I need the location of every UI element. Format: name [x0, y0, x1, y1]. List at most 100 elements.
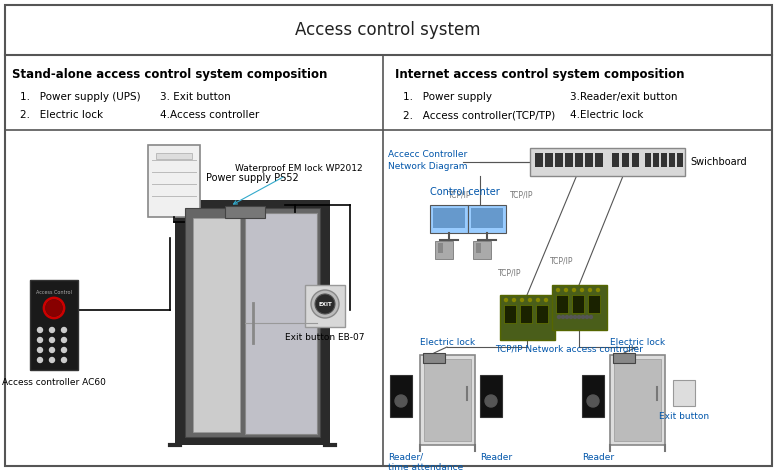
- Circle shape: [50, 338, 54, 342]
- Text: Waterproof EM lock WP2012: Waterproof EM lock WP2012: [234, 164, 363, 204]
- Text: 3.Reader/exit button: 3.Reader/exit button: [570, 92, 678, 102]
- Bar: [420, 355, 475, 445]
- Bar: [673, 380, 695, 406]
- Circle shape: [50, 357, 54, 363]
- Bar: [588, 295, 600, 313]
- Text: Reader: Reader: [480, 453, 512, 462]
- Circle shape: [587, 395, 599, 407]
- Text: 1.   Power supply: 1. Power supply: [403, 92, 492, 102]
- Circle shape: [37, 338, 43, 342]
- Text: 4.Electric lock: 4.Electric lock: [570, 110, 643, 120]
- Circle shape: [588, 289, 591, 292]
- Text: TCP/IP Network access controller: TCP/IP Network access controller: [495, 345, 643, 354]
- Text: Reader: Reader: [582, 453, 614, 462]
- Bar: [653, 153, 659, 167]
- Bar: [390, 375, 412, 417]
- Text: 2.   Access controller(TCP/TP): 2. Access controller(TCP/TP): [403, 110, 556, 120]
- Bar: [669, 153, 675, 167]
- Text: TCP/IP: TCP/IP: [550, 256, 573, 265]
- Circle shape: [536, 299, 539, 301]
- Bar: [471, 208, 503, 228]
- Bar: [622, 153, 629, 167]
- Circle shape: [570, 316, 573, 318]
- Bar: [193, 218, 240, 432]
- Circle shape: [586, 316, 588, 318]
- Bar: [545, 153, 553, 167]
- Bar: [305, 285, 345, 327]
- Bar: [435, 241, 453, 259]
- Text: 2.   Electric lock: 2. Electric lock: [20, 110, 103, 120]
- Text: Network Diagram: Network Diagram: [388, 162, 468, 171]
- Circle shape: [577, 316, 580, 318]
- Circle shape: [37, 357, 43, 363]
- Bar: [30, 280, 78, 370]
- Circle shape: [581, 316, 584, 318]
- Circle shape: [573, 289, 576, 292]
- Text: Exit button EB-07: Exit button EB-07: [285, 333, 364, 342]
- Bar: [613, 353, 635, 363]
- Text: Access Control: Access Control: [36, 290, 72, 295]
- Bar: [504, 305, 516, 323]
- Bar: [520, 305, 532, 323]
- Circle shape: [50, 348, 54, 352]
- Text: TCP/IP: TCP/IP: [510, 190, 534, 199]
- Circle shape: [504, 299, 507, 301]
- Circle shape: [485, 395, 497, 407]
- Bar: [552, 285, 607, 330]
- Circle shape: [315, 294, 335, 314]
- Bar: [433, 208, 465, 228]
- Text: time attendance: time attendance: [388, 463, 463, 471]
- Text: TCP/IP: TCP/IP: [498, 268, 521, 277]
- Bar: [430, 205, 468, 233]
- Circle shape: [580, 289, 584, 292]
- Bar: [556, 295, 568, 313]
- Bar: [595, 153, 603, 167]
- Circle shape: [565, 289, 567, 292]
- Bar: [610, 355, 665, 445]
- Bar: [423, 353, 445, 363]
- Text: Internet access control system composition: Internet access control system compositi…: [395, 68, 685, 81]
- Bar: [645, 153, 651, 167]
- Bar: [582, 375, 604, 417]
- Bar: [473, 241, 491, 259]
- Bar: [536, 305, 548, 323]
- Circle shape: [513, 299, 515, 301]
- Bar: [480, 375, 502, 417]
- Circle shape: [573, 316, 577, 318]
- Bar: [555, 153, 563, 167]
- Circle shape: [46, 300, 62, 316]
- Bar: [575, 153, 583, 167]
- Text: Exit button: Exit button: [659, 412, 709, 421]
- Circle shape: [597, 289, 600, 292]
- Bar: [156, 153, 192, 159]
- Circle shape: [61, 348, 67, 352]
- Circle shape: [61, 338, 67, 342]
- Text: Access controller AC60: Access controller AC60: [2, 378, 106, 387]
- Bar: [614, 359, 661, 441]
- Bar: [677, 153, 683, 167]
- Circle shape: [590, 316, 593, 318]
- Text: 3. Exit button: 3. Exit button: [160, 92, 231, 102]
- Circle shape: [37, 348, 43, 352]
- Bar: [245, 213, 317, 434]
- Text: Control center: Control center: [430, 187, 500, 197]
- Text: Stand-alone access control system composition: Stand-alone access control system compos…: [12, 68, 327, 81]
- Bar: [175, 200, 330, 445]
- Circle shape: [566, 316, 569, 318]
- Text: Reader/: Reader/: [388, 453, 423, 462]
- Text: Electric lock: Electric lock: [610, 338, 665, 347]
- Bar: [612, 153, 619, 167]
- Text: Access control system: Access control system: [295, 21, 481, 39]
- Bar: [661, 153, 667, 167]
- Bar: [585, 153, 593, 167]
- Bar: [148, 145, 200, 217]
- Bar: [565, 153, 573, 167]
- Circle shape: [61, 357, 67, 363]
- Bar: [225, 206, 265, 218]
- Text: Electric lock: Electric lock: [420, 338, 475, 347]
- Bar: [438, 243, 443, 253]
- Circle shape: [37, 327, 43, 333]
- Text: Power supply PS52: Power supply PS52: [206, 173, 298, 183]
- Text: 1.   Power supply (UPS): 1. Power supply (UPS): [20, 92, 141, 102]
- Circle shape: [556, 289, 559, 292]
